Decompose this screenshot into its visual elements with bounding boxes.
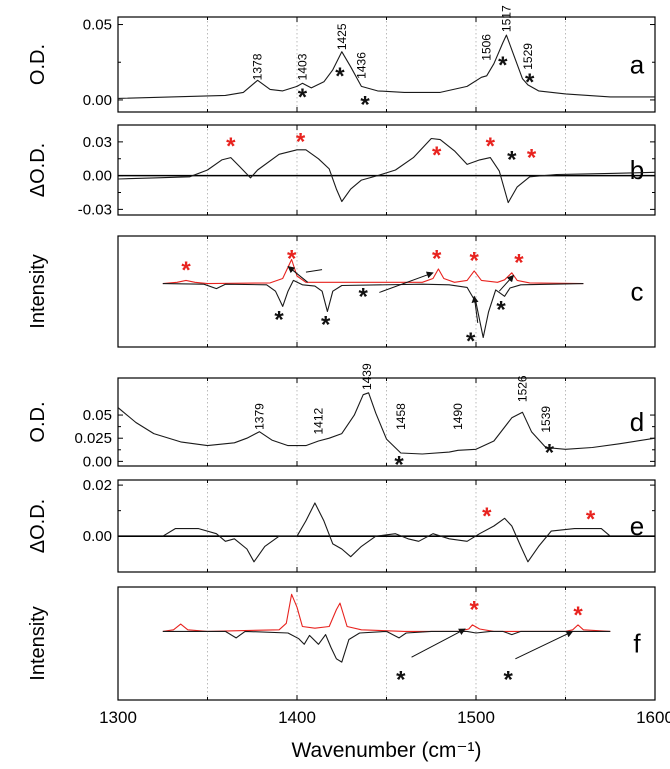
peak-label: 1458 — [394, 403, 408, 430]
star-marker-black: * — [507, 147, 517, 174]
y-axis-label: Intensity — [27, 254, 49, 328]
y-tick-label: 0.025 — [74, 430, 112, 447]
y-tick-label: 0.00 — [83, 168, 112, 185]
panel-b: -0.03 0.00 0.03 ΔO.D. b * * * * * * — [27, 124, 656, 218]
star-marker-black: * — [504, 667, 514, 694]
star-marker-red: * — [181, 257, 191, 284]
star-marker-red: * — [527, 144, 537, 171]
series-line-black — [118, 34, 655, 99]
star-marker-red: * — [470, 596, 480, 623]
annotation-arrow — [515, 630, 574, 660]
y-tick-label: 0.05 — [83, 17, 112, 34]
connector-line — [305, 269, 323, 273]
peak-label: 1506 — [480, 34, 494, 61]
series-line-red — [162, 258, 584, 285]
y-axis-label: ΔO.D. — [27, 499, 49, 553]
peak-label: 1439 — [360, 363, 374, 390]
star-marker-black: * — [545, 439, 555, 466]
star-marker-black: * — [396, 667, 406, 694]
star-marker-red: * — [432, 142, 442, 169]
star-marker-black: * — [274, 307, 284, 334]
y-tick-label: 0.02 — [83, 477, 112, 494]
panel-f: Intensity f * * * * — [27, 586, 656, 701]
panel-letter: a — [630, 50, 645, 80]
peak-label: 1526 — [516, 375, 530, 402]
star-marker-red: * — [586, 506, 596, 533]
panel-frame — [117, 479, 656, 573]
annotation-arrow — [379, 271, 434, 293]
series-group — [118, 34, 655, 99]
peak-label: 1425 — [335, 23, 349, 50]
star-marker-black: * — [360, 91, 370, 118]
y-tick-label: 0.00 — [83, 453, 112, 470]
peak-label: 1490 — [451, 403, 465, 430]
y-axis-label: Intensity — [27, 606, 49, 680]
star-marker-red: * — [287, 246, 297, 273]
peak-label: 1539 — [539, 406, 553, 433]
series-line-black — [162, 279, 584, 339]
star-marker-black: * — [359, 284, 369, 311]
peak-label: 1403 — [295, 53, 309, 80]
y-tick-label: 0.00 — [83, 92, 112, 109]
star-marker-red: * — [482, 503, 492, 530]
panel-a: 0.00 0.05 O.D. a 1378 1403 1425 1436 1506 1517 152… — [27, 5, 656, 118]
peak-label: 1517 — [499, 5, 513, 32]
x-tick-label: 1500 — [457, 708, 495, 727]
y-tick-label: 0.05 — [83, 407, 112, 424]
star-marker-red: * — [486, 133, 496, 160]
annotation-arrow — [471, 295, 479, 323]
panel-letter: b — [630, 155, 644, 185]
panel-letter: e — [630, 511, 644, 541]
y-axis-label: ΔO.D. — [27, 143, 49, 197]
x-tick-label: 1300 — [99, 708, 137, 727]
y-tick-label: -0.03 — [78, 201, 112, 218]
panel-letter: f — [633, 629, 641, 659]
panel-c: Intensity c * * * * * * * * * * — [27, 235, 656, 355]
star-marker-black: * — [466, 328, 476, 355]
star-marker-black: * — [394, 451, 404, 478]
y-axis-label: O.D. — [27, 401, 49, 442]
y-axis-label: O.D. — [27, 44, 49, 85]
series-group — [162, 593, 611, 663]
series-line-black — [118, 137, 655, 204]
peak-label: 1529 — [521, 43, 535, 70]
series-group — [162, 502, 611, 563]
peak-label: 1378 — [251, 53, 265, 80]
star-marker-red: * — [226, 133, 236, 160]
peak-label: 1379 — [252, 403, 266, 430]
x-tick-label: 1600 — [636, 708, 670, 727]
series-line-black — [162, 502, 611, 563]
star-marker-red: * — [514, 249, 524, 276]
panel-letter: c — [631, 277, 644, 307]
series-group — [162, 258, 584, 339]
star-marker-red: * — [573, 602, 583, 629]
star-marker-red: * — [470, 248, 480, 275]
series-group — [118, 392, 655, 455]
series-line-black — [118, 392, 655, 455]
star-marker-black: * — [321, 312, 331, 339]
panel-letter: d — [630, 407, 644, 437]
star-marker-black: * — [498, 52, 508, 79]
series-group — [118, 137, 655, 204]
peak-label: 1412 — [311, 407, 325, 434]
x-tick-label: 1400 — [278, 708, 316, 727]
star-marker-black: * — [525, 69, 535, 96]
y-tick-label: 0.03 — [83, 134, 112, 151]
star-marker-black: * — [335, 63, 345, 90]
star-marker-red: * — [296, 129, 306, 156]
star-marker-black: * — [298, 84, 308, 111]
annotation-arrow — [287, 266, 309, 283]
star-marker-red: * — [432, 246, 442, 273]
series-line-black — [162, 630, 611, 663]
annotation-arrow — [498, 274, 515, 292]
x-axis-label: Wavenumber (cm⁻¹) — [292, 739, 482, 762]
peak-label: 1436 — [354, 52, 368, 79]
panel-e: 0.00 0.02 ΔO.D. e * * — [27, 477, 656, 573]
star-marker-black: * — [496, 296, 506, 323]
panel-d: 0.00 0.025 0.05 O.D. d 1379 1412 1439 1458 1490 15… — [27, 363, 656, 478]
y-tick-label: 0.00 — [83, 528, 112, 545]
annotation-arrow — [411, 628, 466, 658]
